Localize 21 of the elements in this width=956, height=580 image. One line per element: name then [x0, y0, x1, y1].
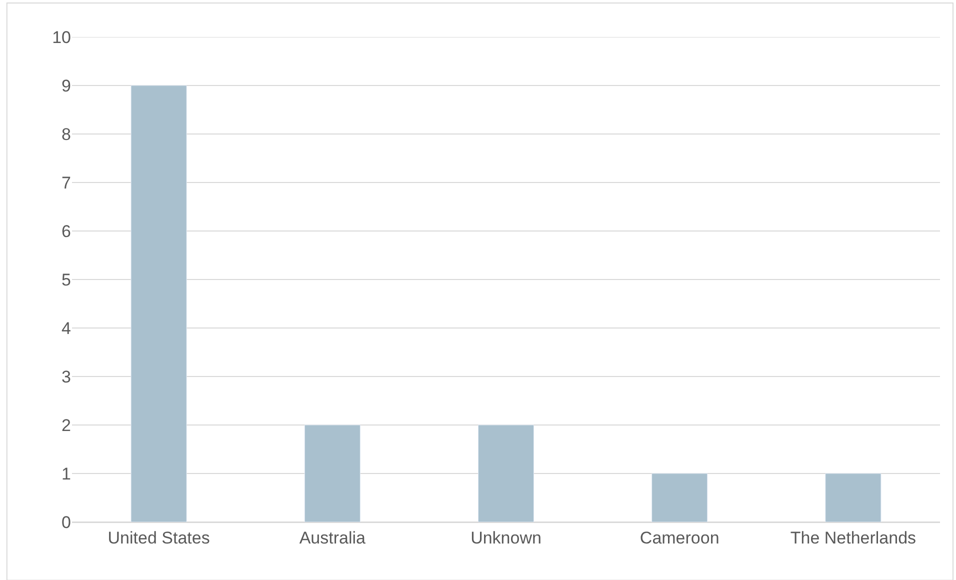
- x-tick-label: The Netherlands: [790, 528, 916, 548]
- y-tick-label: 3: [62, 367, 71, 386]
- x-tick-label: Unknown: [470, 528, 542, 548]
- y-tick-label: 2: [62, 416, 71, 435]
- y-tick-label: 7: [62, 173, 71, 192]
- y-tick-label: 5: [62, 270, 71, 290]
- bar: [652, 473, 708, 522]
- bar: [825, 473, 882, 522]
- x-tick-label: United States: [108, 528, 210, 548]
- y-tick-label: 0: [62, 512, 71, 532]
- x-tick-label: Australia: [299, 528, 366, 548]
- y-tick-label: 1: [62, 464, 71, 484]
- x-tick-label: Cameroon: [640, 528, 720, 548]
- y-tick-label: 6: [62, 222, 71, 241]
- bar: [304, 424, 360, 522]
- y-tick-label: 8: [62, 124, 71, 144]
- y-tick-label: 4: [62, 318, 71, 338]
- bar: [478, 424, 534, 522]
- bar: [130, 85, 187, 522]
- y-tick-label: 10: [52, 28, 71, 47]
- y-tick-label: 9: [62, 76, 71, 96]
